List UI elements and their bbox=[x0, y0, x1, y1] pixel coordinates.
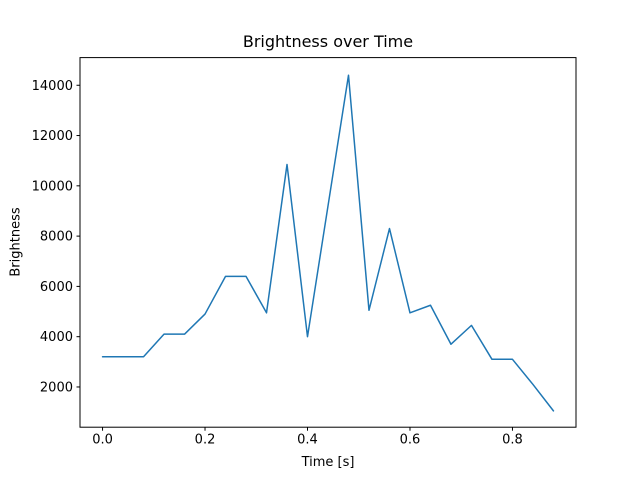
y-tick-label: 6000 bbox=[40, 280, 73, 295]
y-tick-label: 10000 bbox=[32, 179, 73, 194]
y-tick-label: 8000 bbox=[40, 230, 73, 245]
brightness-line-series bbox=[101, 74, 555, 412]
y-tick-label: 2000 bbox=[40, 380, 73, 395]
x-tick-label: 0.2 bbox=[195, 433, 216, 448]
x-tick-label: 0.4 bbox=[297, 433, 318, 448]
y-tick-label: 14000 bbox=[32, 79, 73, 94]
axes-box bbox=[79, 57, 577, 428]
x-axis-label: Time [s] bbox=[301, 455, 355, 470]
x-tick-label: 0.8 bbox=[502, 433, 523, 448]
x-tick-label: 0.6 bbox=[400, 433, 421, 448]
y-tick-label: 4000 bbox=[40, 330, 73, 345]
chart-title: Brightness over Time bbox=[242, 32, 414, 51]
x-tick-label: 0.0 bbox=[92, 433, 113, 448]
y-tick-label: 12000 bbox=[32, 129, 73, 144]
